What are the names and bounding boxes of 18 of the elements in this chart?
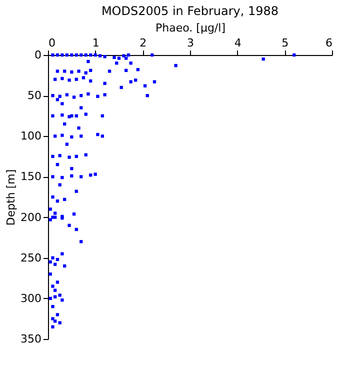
y-tick-label: 0 <box>34 48 42 62</box>
x-tick-label: 6 <box>326 36 332 50</box>
x-tick-label: 4 <box>234 36 242 50</box>
y-tick-label: 250 <box>20 251 42 264</box>
chart-title: MODS2005 in February, 1988 <box>101 4 279 18</box>
y-tick-label: 350 <box>20 332 42 346</box>
x-tick-label: 5 <box>282 36 289 50</box>
x-tick-label: 2 <box>140 36 147 50</box>
x-tick-label: 1 <box>92 36 100 50</box>
y-tick-label: 50 <box>28 89 42 102</box>
y-tick-label: 300 <box>20 292 42 305</box>
x-axis-title: Phaeo. [µg/l] <box>156 22 226 34</box>
y-tick-label: 200 <box>20 210 42 224</box>
y-axis-title: Depth [m] <box>4 169 18 226</box>
y-tick-label: 150 <box>20 170 42 184</box>
y-tick-label: 100 <box>20 130 42 143</box>
x-tick-label: 0 <box>48 36 56 50</box>
x-tick-label: 3 <box>187 36 194 50</box>
